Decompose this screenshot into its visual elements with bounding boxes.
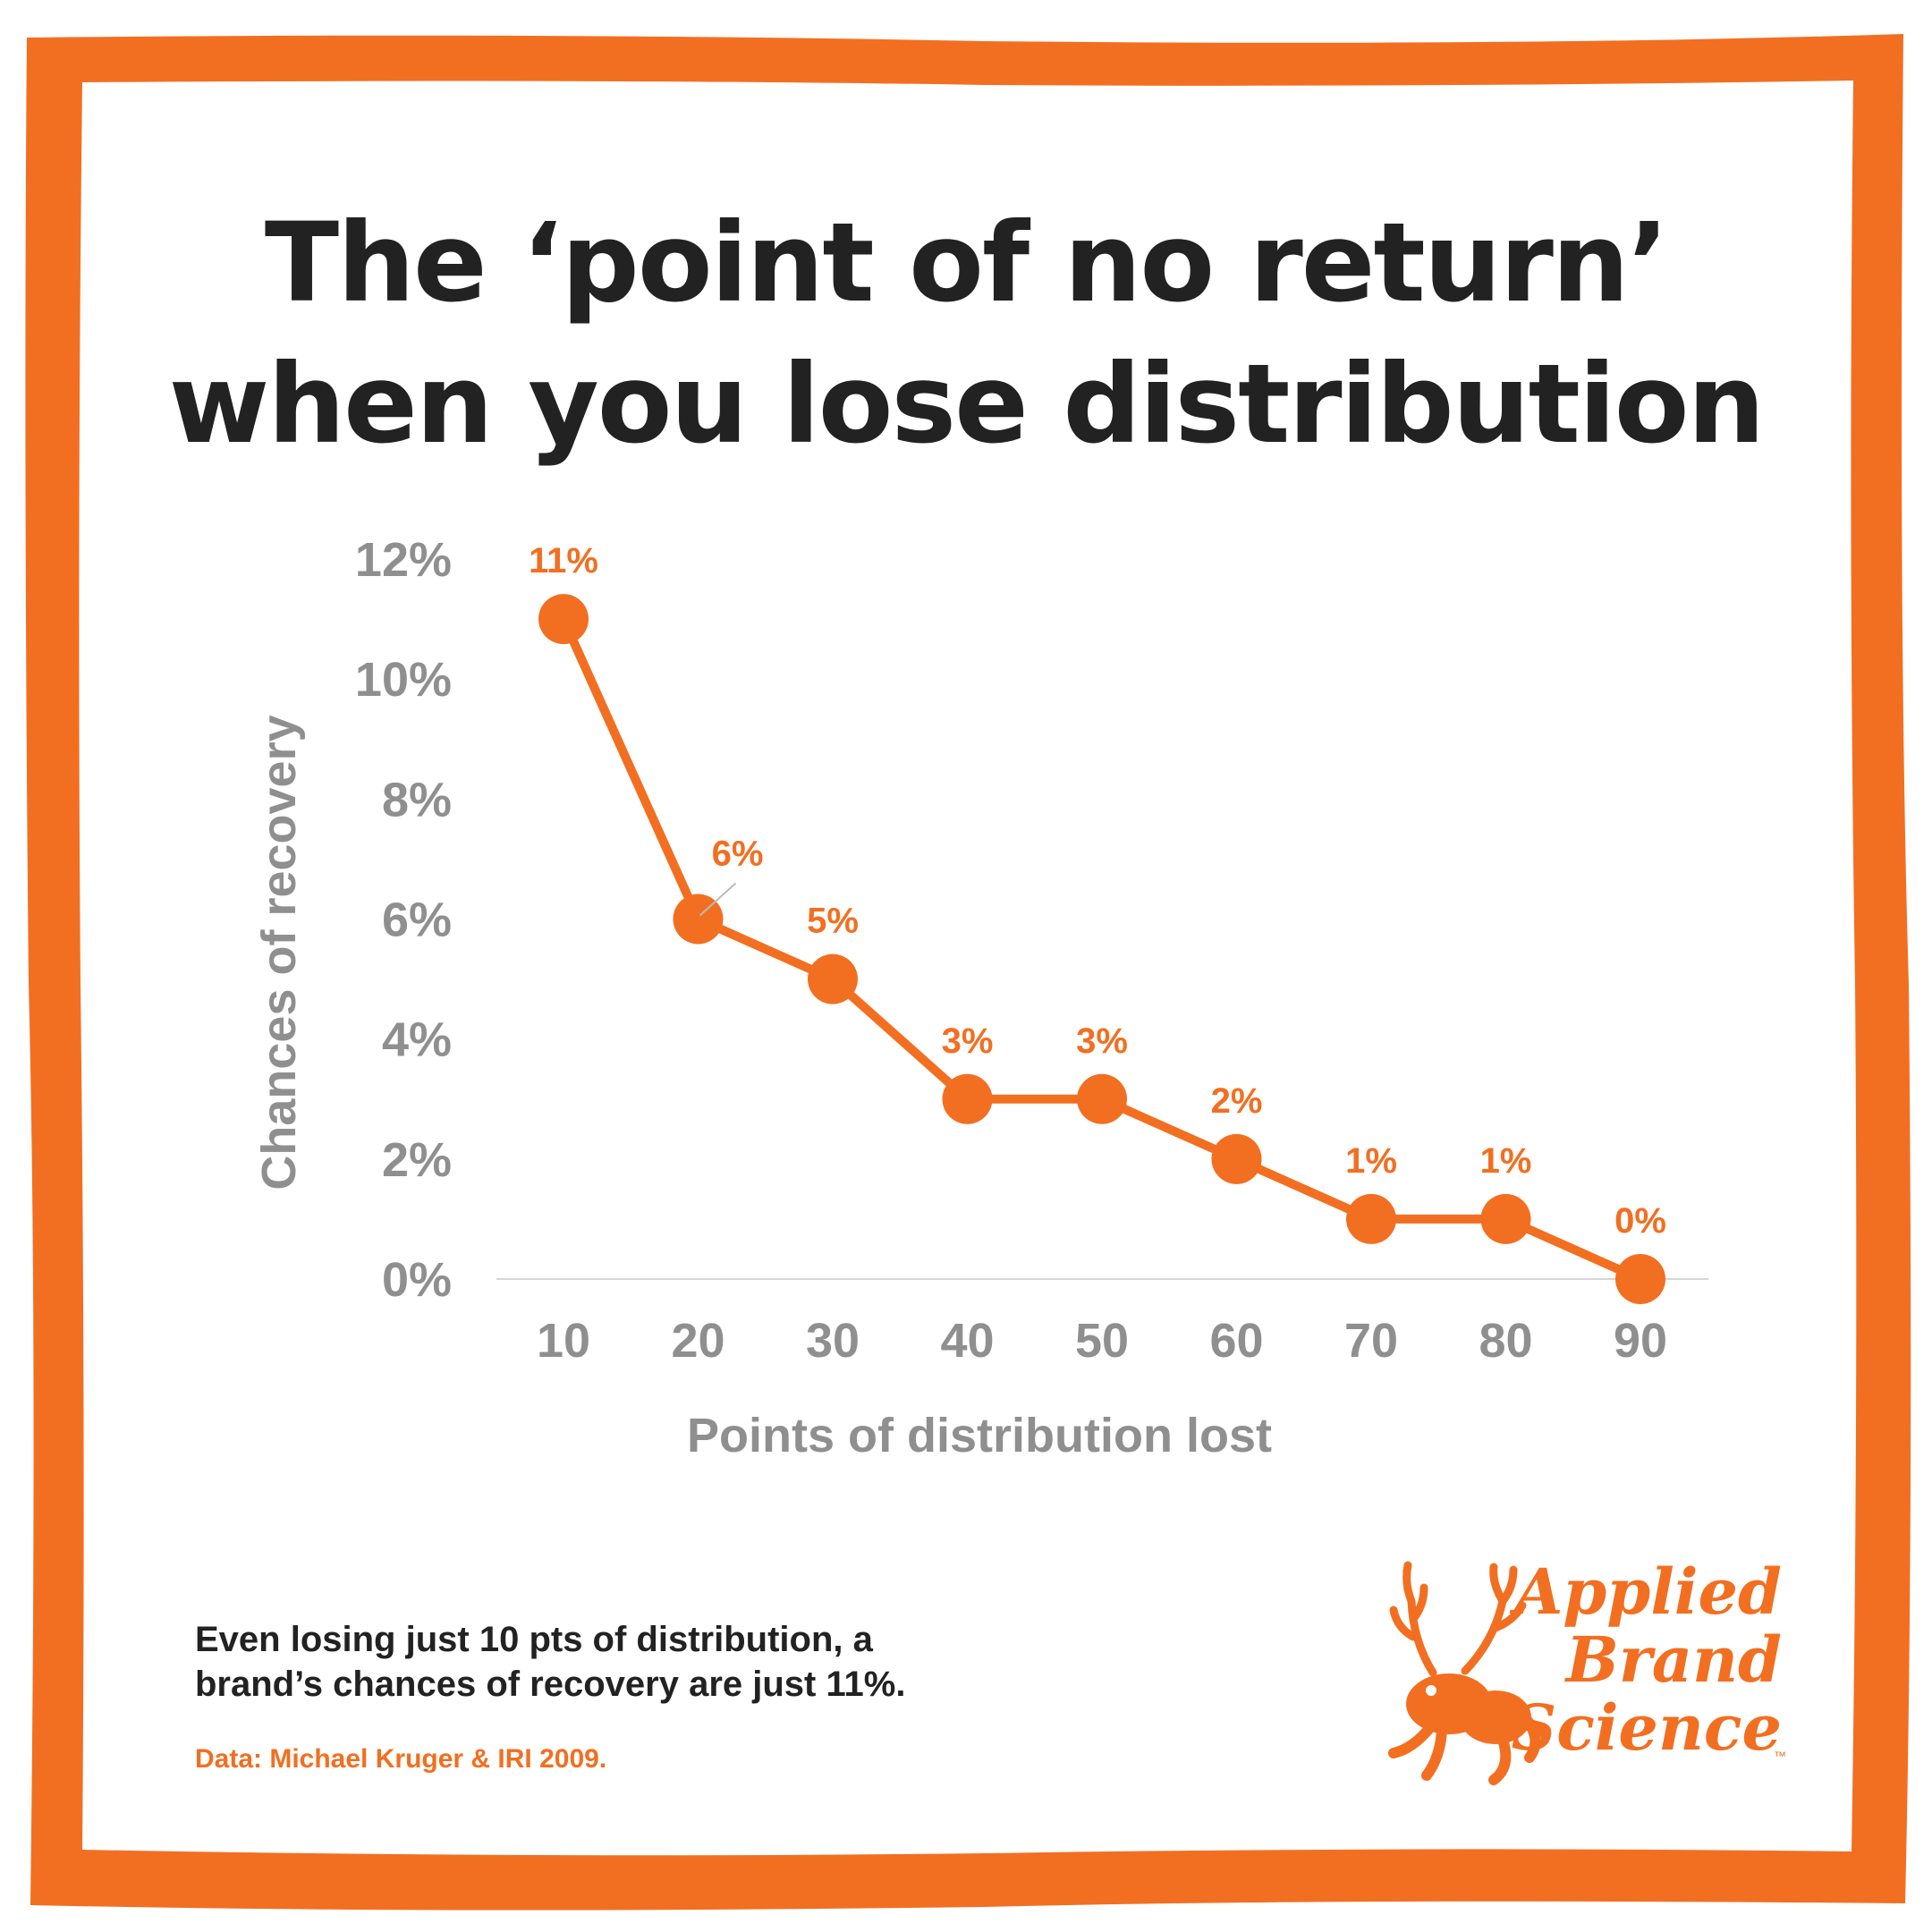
x-tick-label: 10	[537, 1314, 590, 1368]
caption-line-2: brand’s chances of recovery are just 11%…	[195, 1665, 906, 1704]
x-tick-label: 90	[1614, 1314, 1667, 1368]
data-point	[538, 594, 589, 645]
x-axis-label: Points of distribution lost	[687, 1409, 1272, 1462]
trademark-symbol: ™	[1774, 1749, 1786, 1763]
y-axis-label: Chances of recovery	[252, 715, 306, 1190]
y-tick-label: 2%	[382, 1133, 452, 1187]
page-title: The ‘point of no return’ when you lose d…	[89, 192, 1843, 475]
caption-line-1: Even losing just 10 pts of distribution,…	[195, 1620, 873, 1659]
x-tick-label: 40	[940, 1314, 994, 1368]
brand-logo: Applied Brand Science	[1512, 1558, 1782, 1762]
data-points	[538, 594, 1665, 1304]
data-labels: 11% 6% 5% 3% 3% 2% 1% 1% 0%	[529, 541, 1666, 1241]
data-label: 0%	[1614, 1201, 1666, 1241]
data-label: 2%	[1211, 1081, 1263, 1121]
data-point	[942, 1073, 993, 1124]
x-tick-label: 60	[1209, 1314, 1263, 1368]
x-tick-label: 20	[671, 1314, 724, 1368]
caption: Even losing just 10 pts of distribution,…	[195, 1617, 1000, 1707]
data-label: 3%	[1076, 1021, 1128, 1061]
data-point	[1346, 1193, 1396, 1244]
data-source: Data: Michael Kruger & IRI 2009.	[195, 1744, 607, 1774]
data-point	[1077, 1073, 1127, 1124]
y-tick-label: 10%	[355, 653, 452, 707]
y-tick-label: 4%	[382, 1013, 452, 1067]
x-tick-label: 50	[1075, 1314, 1129, 1368]
y-tick-label: 8%	[382, 773, 452, 826]
x-tick-label: 30	[806, 1314, 860, 1368]
series-line	[559, 614, 1645, 1284]
title-line-1: The ‘point of no return’	[264, 199, 1669, 326]
y-tick-label: 12%	[355, 533, 452, 587]
x-tick-label: 70	[1344, 1314, 1398, 1368]
data-label: 11%	[529, 541, 598, 580]
title-line-2: when you lose distribution	[168, 341, 1766, 468]
y-tick-label: 0%	[382, 1253, 452, 1307]
data-point	[808, 953, 858, 1004]
antlered-frog-icon	[1388, 1561, 1541, 1785]
data-label: 1%	[1345, 1141, 1397, 1181]
data-point	[1211, 1133, 1262, 1184]
data-label: 5%	[807, 902, 859, 941]
data-point	[1615, 1254, 1665, 1304]
y-tick-label: 6%	[382, 894, 452, 947]
y-axis-ticks: 0% 2% 4% 6% 8% 10% 12%	[355, 533, 452, 1307]
logo-line-1: Applied	[1514, 1555, 1782, 1629]
logo-line-3: Science	[1511, 1690, 1782, 1765]
data-label: 3%	[942, 1021, 994, 1061]
data-label: 6%	[712, 835, 764, 874]
logo-line-2: Brand	[1565, 1623, 1782, 1697]
data-label: 1%	[1480, 1141, 1532, 1181]
x-tick-label: 80	[1479, 1314, 1532, 1368]
data-point	[1480, 1193, 1531, 1244]
x-axis-ticks: 10 20 30 40 50 60 70 80 90	[537, 1314, 1667, 1368]
leader-line	[699, 882, 737, 917]
